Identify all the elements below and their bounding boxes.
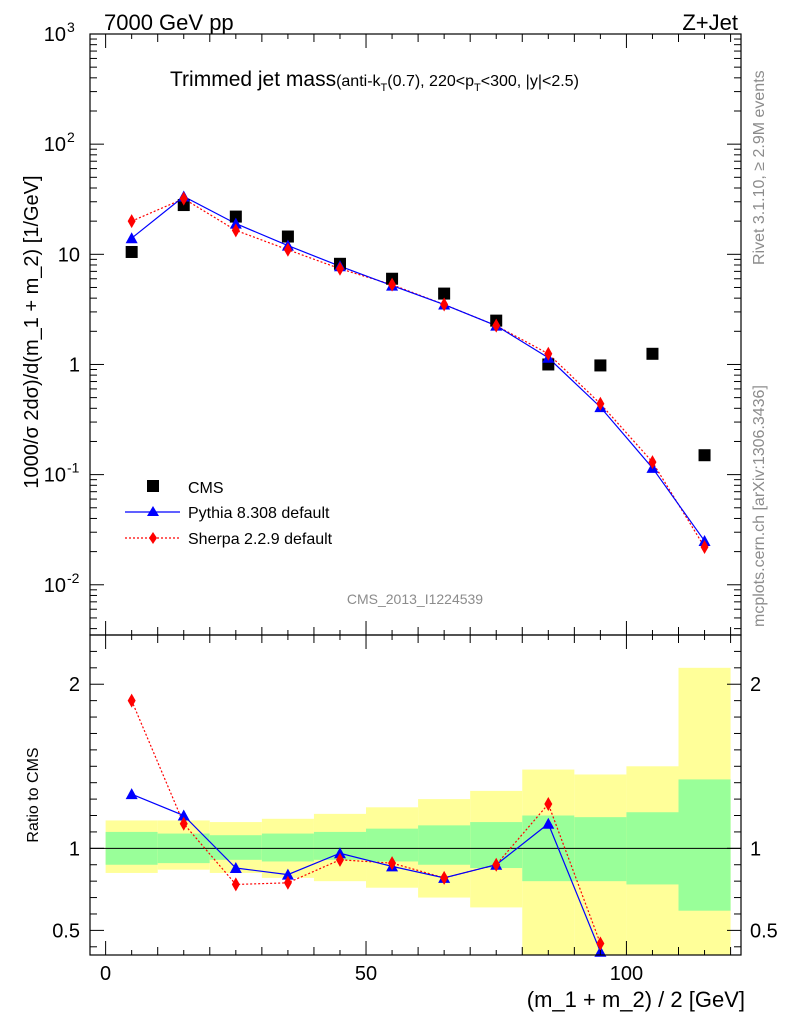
ratio-sherpa-point [544, 797, 553, 812]
ratio-ytick-label: 2 [69, 674, 80, 696]
sherpa-point [335, 261, 344, 276]
cms-point [229, 210, 242, 223]
ratio-sherpa-point [388, 856, 397, 871]
legend: CMS Pythia 8.308 default Sherpa 2.2.9 de… [125, 480, 333, 548]
title-sub-end: <300, |y|<2.5) [481, 73, 579, 90]
main-ytick-label: 10 [44, 465, 66, 487]
band-inner-bin [574, 817, 627, 882]
ratio-pythia-point [177, 809, 190, 821]
main-panel [125, 190, 711, 555]
sherpa-point [127, 214, 136, 229]
rivet-label: Rivet 3.1.10, ≥ 2.9M events [751, 70, 768, 265]
cms-point [646, 347, 659, 360]
ratio-ytick-label: 1 [69, 838, 80, 860]
ratio-xtick-label: 100 [610, 963, 643, 985]
sherpa-point [283, 242, 292, 257]
ratio-xlabel: (m_1 + m_2) / 2 [GeV] [527, 987, 745, 1012]
legend-pythia-marker [147, 506, 159, 516]
analysis-watermark: CMS_2013_I1224539 [347, 591, 483, 607]
title-sub: (anti-k [336, 73, 381, 90]
ratio-sherpa-point [231, 877, 240, 892]
ratio-bands [90, 667, 741, 955]
main-ylabel: 1000/σ 2dσ)/d(m_1 + m_2) [1/GeV] [21, 175, 43, 488]
band-inner-bin [366, 828, 419, 862]
main-ytick-label: 10 [44, 575, 66, 597]
ratio-frame [89, 634, 742, 956]
title-sub-t1: T [381, 82, 388, 94]
main-ytick-label: 10 [44, 134, 66, 156]
sherpa-point [231, 223, 240, 238]
plot-title: Trimmed jet mass(anti-kT(0.7), 220<pT<30… [170, 68, 579, 94]
sherpa-point [440, 297, 449, 312]
cms-point [438, 287, 451, 300]
ratio-ylabel: Ratio to CMS [25, 747, 42, 842]
ratio-panel [125, 693, 607, 957]
ratio-sherpa-point [283, 875, 292, 890]
legend-sherpa-marker [149, 532, 157, 544]
ratio-pythia-point [333, 847, 346, 859]
ratio-ytick-label-right: 2 [750, 674, 761, 696]
sherpa-point [700, 540, 709, 555]
ratio-pythia-point [281, 868, 294, 880]
ratio-xtick-label: 0 [100, 963, 111, 985]
ratio-ytick-label-right: 0.5 [750, 920, 778, 942]
ratio-sherpa-point [335, 852, 344, 867]
pythia-point [125, 232, 138, 244]
sherpa-point [544, 346, 553, 361]
sherpa-point [179, 191, 188, 206]
title-sub-t2: T [474, 82, 481, 94]
main-ytick-exp: 3 [67, 19, 75, 35]
band-inner-bin [678, 779, 731, 911]
sherpa-point [492, 318, 501, 333]
ratio-ytick-label-right: 1 [750, 838, 761, 860]
band-inner-bin [261, 833, 314, 862]
cms-point [125, 245, 138, 258]
main-ytick-exp: -1 [67, 460, 80, 476]
ratio-pythia-point [542, 817, 555, 829]
main-ytick-label: 10 [58, 244, 80, 266]
legend-cms-marker [147, 480, 159, 492]
ratio-sherpa-point [440, 870, 449, 885]
header-right: Z+Jet [682, 10, 738, 35]
header-left: 7000 GeV pp [104, 10, 234, 35]
pythia-line [131, 195, 706, 542]
sherpa-point [596, 396, 605, 411]
band-inner-bin [209, 835, 262, 860]
ratio-xtick-label: 50 [355, 963, 377, 985]
legend-cms-label: CMS [188, 480, 224, 497]
ratio-pythia-line [131, 793, 601, 952]
ratio-sherpa-point [492, 857, 501, 872]
main-ytick-label: 10 [44, 24, 66, 46]
band-inner-bin [418, 825, 471, 865]
sherpa-point [388, 277, 397, 292]
ratio-ytick-label: 0.5 [52, 920, 80, 942]
ratio-pythia-point [229, 862, 242, 874]
ratio-sherpa-line [131, 700, 601, 944]
main-ytick-exp: 2 [67, 129, 75, 145]
pythia-point [229, 217, 242, 229]
legend-sherpa-label: Sherpa 2.2.9 default [188, 531, 333, 548]
sherpa-point [648, 455, 657, 470]
cms-point [698, 449, 711, 462]
ratio-sherpa-point [127, 693, 136, 708]
ratio-sherpa-point [596, 936, 605, 951]
title-sub-mid: (0.7), 220<p [387, 73, 474, 90]
ratio-pythia-point [125, 788, 138, 800]
title-main: Trimmed jet mass [170, 68, 336, 91]
cms-point [281, 230, 294, 243]
ratio-sherpa-point [179, 816, 188, 831]
main-ytick-exp: -2 [67, 570, 80, 586]
cms-point [594, 359, 607, 372]
mcplots-label: mcplots.cern.ch [arXiv:1306.3436] [751, 385, 768, 627]
main-ytick-label: 1 [69, 354, 80, 376]
legend-pythia-label: Pythia 8.308 default [188, 505, 330, 522]
